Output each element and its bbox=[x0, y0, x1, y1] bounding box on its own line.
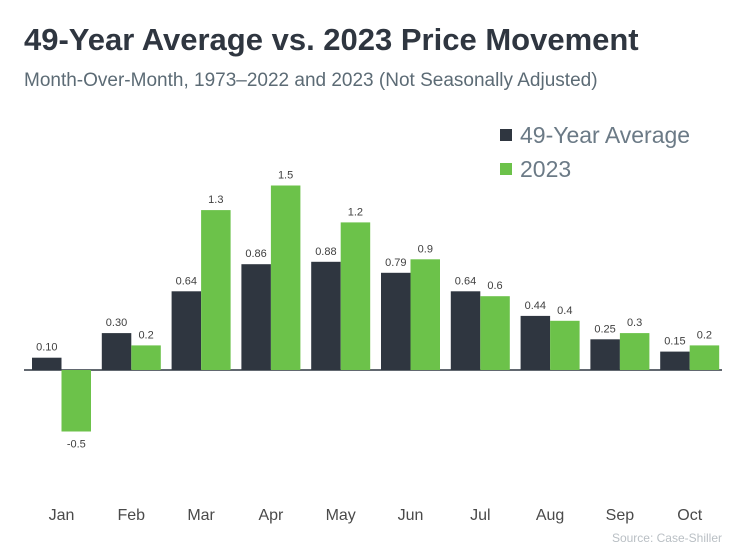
data-label-2023-jun: 0.9 bbox=[418, 243, 433, 255]
source-note: Source: Case-Shiller bbox=[611, 531, 722, 545]
bar-avg-jan bbox=[32, 357, 62, 370]
bar-avg-sep bbox=[590, 339, 620, 371]
legend-swatch-2023 bbox=[500, 163, 512, 175]
bar-2023-oct bbox=[689, 345, 720, 370]
x-tick-mar: Mar bbox=[187, 507, 215, 524]
data-label-avg-mar: 0.64 bbox=[176, 275, 197, 287]
bar-2023-apr bbox=[270, 185, 301, 370]
bar-2023-jul bbox=[480, 296, 510, 370]
data-label-avg-jun: 0.79 bbox=[385, 257, 406, 269]
data-label-avg-apr: 0.86 bbox=[245, 248, 266, 260]
bar-avg-mar bbox=[171, 291, 202, 370]
x-tick-jul: Jul bbox=[470, 507, 490, 524]
bar-avg-apr bbox=[241, 264, 271, 370]
bar-2023-jan bbox=[61, 370, 91, 432]
x-tick-aug: Aug bbox=[536, 507, 564, 524]
data-label-2023-feb: 0.2 bbox=[138, 329, 153, 341]
data-label-avg-jul: 0.64 bbox=[455, 275, 476, 287]
data-label-avg-oct: 0.15 bbox=[664, 336, 685, 348]
data-label-2023-oct: 0.2 bbox=[697, 329, 712, 341]
bar-avg-jul bbox=[450, 291, 481, 370]
bar-avg-feb bbox=[101, 333, 132, 370]
data-label-avg-jan: 0.10 bbox=[36, 342, 57, 354]
bar-avg-may bbox=[311, 261, 341, 370]
legend-label-2023: 2023 bbox=[520, 155, 572, 182]
legend-item-avg: 49-Year Average bbox=[500, 118, 690, 152]
bar-avg-oct bbox=[660, 351, 690, 370]
data-label-avg-aug: 0.44 bbox=[525, 300, 546, 312]
x-tick-may: May bbox=[326, 507, 356, 524]
bar-2023-mar bbox=[201, 210, 231, 370]
chart-title: 49-Year Average vs. 2023 Price Movement bbox=[24, 22, 639, 57]
bar-2023-feb bbox=[131, 345, 161, 370]
x-tick-apr: Apr bbox=[258, 507, 284, 524]
data-label-2023-jul: 0.6 bbox=[487, 280, 502, 292]
x-tick-oct: Oct bbox=[677, 507, 702, 524]
x-tick-feb: Feb bbox=[118, 507, 146, 524]
legend: 49-Year Average 2023 bbox=[500, 118, 690, 186]
data-label-2023-sep: 0.3 bbox=[627, 317, 642, 329]
data-label-avg-sep: 0.25 bbox=[594, 323, 615, 335]
data-label-2023-jan: -0.5 bbox=[67, 439, 86, 451]
x-tick-sep: Sep bbox=[606, 507, 635, 524]
legend-label-avg: 49-Year Average bbox=[520, 121, 691, 148]
bar-2023-may bbox=[340, 222, 371, 370]
chart-subtitle: Month-Over-Month, 1973–2022 and 2023 (No… bbox=[24, 70, 598, 91]
data-label-2023-mar: 1.3 bbox=[208, 194, 223, 206]
data-label-2023-aug: 0.4 bbox=[557, 305, 572, 317]
bar-2023-aug bbox=[550, 320, 580, 370]
data-label-avg-feb: 0.30 bbox=[106, 317, 127, 329]
x-tick-jun: Jun bbox=[398, 507, 424, 524]
bar-avg-aug bbox=[520, 315, 551, 370]
bar-2023-sep bbox=[619, 333, 650, 370]
data-label-2023-may: 1.2 bbox=[348, 206, 363, 218]
bar-avg-jun bbox=[381, 272, 411, 370]
data-label-avg-may: 0.88 bbox=[315, 246, 336, 258]
data-label-2023-apr: 1.5 bbox=[278, 170, 293, 182]
legend-item-2023: 2023 bbox=[500, 152, 690, 186]
bar-2023-jun bbox=[410, 259, 440, 370]
legend-swatch-avg bbox=[500, 129, 512, 141]
x-tick-jan: Jan bbox=[49, 507, 75, 524]
